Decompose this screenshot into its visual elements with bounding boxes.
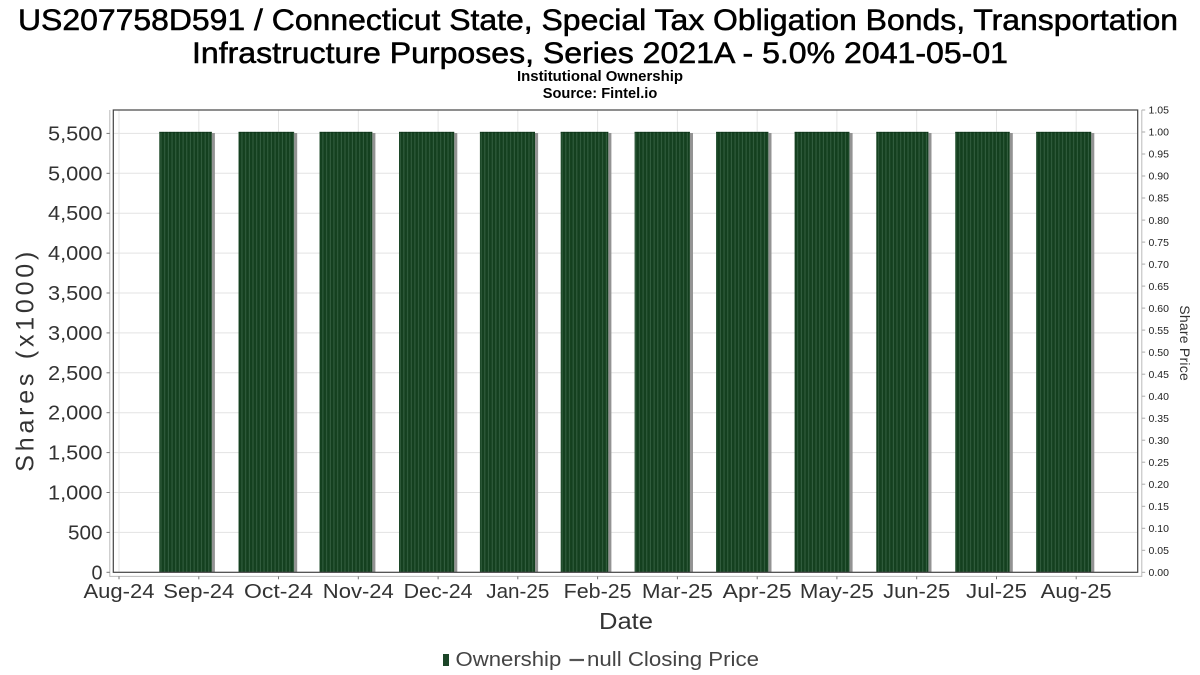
svg-text:Feb-25: Feb-25 — [564, 581, 632, 603]
svg-text:Date: Date — [599, 608, 653, 634]
svg-text:0.60: 0.60 — [1149, 303, 1170, 315]
svg-text:5,000: 5,000 — [48, 163, 103, 185]
svg-text:Oct-24: Oct-24 — [244, 581, 313, 603]
svg-text:4,500: 4,500 — [48, 203, 103, 225]
svg-text:1,500: 1,500 — [48, 443, 103, 465]
svg-text:Sep-24: Sep-24 — [163, 581, 234, 603]
svg-text:0.00: 0.00 — [1149, 567, 1170, 579]
svg-text:1.05: 1.05 — [1149, 105, 1170, 117]
svg-text:3,000: 3,000 — [48, 323, 103, 345]
svg-text:0.70: 0.70 — [1149, 259, 1170, 271]
svg-text:Aug-24: Aug-24 — [84, 581, 155, 603]
svg-text:Dec-24: Dec-24 — [404, 581, 473, 603]
svg-text:Source: Fintel.io: Source: Fintel.io — [543, 86, 658, 102]
svg-text:0.25: 0.25 — [1149, 457, 1170, 469]
svg-text:0.35: 0.35 — [1149, 413, 1170, 425]
svg-text:0.05: 0.05 — [1149, 545, 1170, 557]
svg-text:0.55: 0.55 — [1149, 325, 1170, 337]
svg-text:0.90: 0.90 — [1149, 171, 1170, 183]
svg-text:0.85: 0.85 — [1149, 193, 1170, 205]
svg-text:3,500: 3,500 — [48, 283, 103, 305]
svg-text:4,000: 4,000 — [48, 243, 103, 265]
svg-text:0: 0 — [92, 562, 103, 584]
svg-text:1,000: 1,000 — [48, 483, 103, 505]
svg-text:1.00: 1.00 — [1149, 127, 1170, 139]
svg-text:null Closing Price: null Closing Price — [587, 649, 759, 671]
svg-text:0.65: 0.65 — [1149, 281, 1170, 293]
svg-text:Shares (x1000): Shares (x1000) — [12, 252, 40, 472]
svg-text:Aug-25: Aug-25 — [1041, 581, 1112, 603]
svg-text:0.30: 0.30 — [1149, 435, 1170, 447]
svg-text:0.95: 0.95 — [1149, 149, 1170, 161]
svg-text:Jul-25: Jul-25 — [966, 581, 1027, 603]
svg-text:Nov-24: Nov-24 — [323, 581, 394, 603]
svg-text:0.40: 0.40 — [1149, 391, 1170, 403]
svg-text:0.75: 0.75 — [1149, 237, 1170, 249]
svg-text:Jun-25: Jun-25 — [883, 581, 950, 603]
svg-text:500: 500 — [68, 522, 103, 544]
svg-text:0.45: 0.45 — [1149, 369, 1170, 381]
svg-text:0.10: 0.10 — [1149, 523, 1170, 535]
svg-text:0.50: 0.50 — [1149, 347, 1170, 359]
svg-text:2,500: 2,500 — [48, 363, 103, 385]
svg-text:0.20: 0.20 — [1149, 479, 1170, 491]
svg-text:Jan-25: Jan-25 — [486, 581, 549, 603]
svg-text:Institutional Ownership: Institutional Ownership — [517, 69, 683, 85]
svg-text:Ownership: Ownership — [456, 649, 562, 671]
svg-text:0.80: 0.80 — [1149, 215, 1170, 227]
svg-text:Infrastructure Purposes, Serie: Infrastructure Purposes, Series 2021A - … — [192, 37, 1008, 70]
svg-text:5,500: 5,500 — [48, 123, 103, 145]
svg-text:Share Price: Share Price — [1177, 305, 1193, 381]
svg-text:May-25: May-25 — [800, 581, 874, 603]
svg-text:2,000: 2,000 — [48, 403, 103, 425]
svg-text:Apr-25: Apr-25 — [723, 581, 792, 603]
svg-text:Mar-25: Mar-25 — [642, 581, 713, 603]
svg-text:0.15: 0.15 — [1149, 501, 1170, 513]
svg-text:US207758D591 / Connecticut Sta: US207758D591 / Connecticut State, Specia… — [18, 4, 1178, 37]
